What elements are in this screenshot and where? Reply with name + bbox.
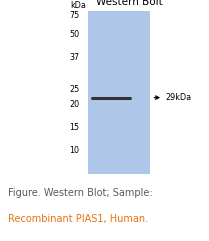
Text: Western Bolt: Western Bolt (96, 0, 163, 7)
Text: 50: 50 (69, 30, 79, 40)
Bar (88, 11, 150, 174)
Text: Figure. Western Blot; Sample:: Figure. Western Blot; Sample: (8, 188, 153, 198)
Text: kDa: kDa (70, 1, 86, 10)
Text: 29kDa: 29kDa (165, 93, 191, 102)
Text: 37: 37 (69, 53, 79, 62)
Text: Recombinant PIAS1, Human.: Recombinant PIAS1, Human. (8, 214, 148, 224)
Text: 75: 75 (69, 11, 79, 20)
Text: 15: 15 (69, 123, 79, 132)
Text: 25: 25 (69, 85, 79, 94)
Text: 10: 10 (69, 146, 79, 155)
Text: 20: 20 (69, 100, 79, 109)
